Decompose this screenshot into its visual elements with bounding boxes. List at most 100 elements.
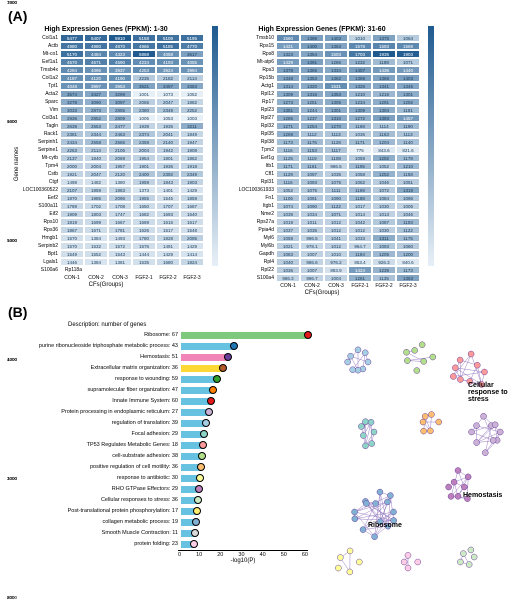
bar-row: Hemostasis: 51 (8, 352, 308, 362)
network-node (492, 422, 498, 428)
heatmap-1: High Expression Genes (FPKM): 1-30 Gene … (8, 26, 204, 296)
heatmap-1-xaxis: CFs(Groups) (8, 282, 204, 288)
bar (181, 453, 202, 460)
heatmap-cell: 1531 (324, 82, 348, 90)
network-node (362, 419, 368, 425)
gene-label: Rpl4 (224, 258, 276, 266)
heatmap-cell: 1650 (132, 202, 156, 210)
bar-row: supramolecular fiber organization: 47 (8, 385, 308, 395)
gene-label: Rps27a (224, 218, 276, 226)
gene-label: Rps15 (224, 42, 276, 50)
gene-label: Nme2 (224, 210, 276, 218)
heatmap-cell: 4234 (132, 58, 156, 66)
heatmap-cell: 1013 (372, 210, 396, 218)
network-node (405, 565, 411, 571)
network-node (350, 367, 356, 373)
heatmap-cell: 2359 (132, 138, 156, 146)
heatmap-cell: 1781 (108, 226, 132, 234)
heatmap-cell: 1125 (276, 154, 300, 162)
heatmap-cell: 1429 (180, 242, 204, 250)
heatmap-cell: 1122 (324, 202, 348, 210)
heatmap-cell: 1266 (324, 58, 348, 66)
heatmap-cell: 1935 (372, 50, 396, 58)
bar-dot (202, 419, 210, 427)
heatmap-cell: 1325 (348, 82, 372, 90)
heatmap-1-columns: CON-1CON-2CON-3FGF2-1FGF2-2FGF2-3 (8, 275, 204, 281)
heatmap-cell: 1074 (276, 202, 300, 210)
bar-dot (190, 540, 198, 548)
bar-row: Ribosome: 67 (8, 330, 308, 340)
heatmap-cell: 1169 (348, 186, 372, 194)
bar-row: protein folding: 23 (8, 539, 308, 549)
heatmap-cell: 2047 (156, 98, 180, 106)
heatmap-cell: 1135 (372, 274, 396, 282)
heatmap-cell: 2004 (132, 146, 156, 154)
network-node (473, 423, 479, 429)
heatmap-cell: 1106 (276, 194, 300, 202)
bar-label: Cellular responses to stress: 36 (8, 497, 181, 503)
gene-label: Gapdh (224, 250, 276, 258)
bar-label: positive regulation of cell motility: 36 (8, 464, 181, 470)
heatmap-cell: 1007 (300, 250, 324, 258)
x-tick: 0 (178, 552, 181, 558)
network-node (368, 419, 374, 425)
heatmap-cell: 1041 (324, 234, 348, 242)
heatmap-cell: 1955 (132, 194, 156, 202)
heatmap-cell: 2095 (180, 234, 204, 242)
heatmap-cell: 1161 (300, 162, 324, 170)
heatmap-cell: 1903 (396, 50, 420, 58)
heatmap-cell: 1036 (348, 130, 372, 138)
heatmap-cell: 1035 (300, 226, 324, 234)
network-node (401, 559, 407, 565)
heatmap-cell: 1112 (300, 130, 324, 138)
gene-label: Rpl22 (224, 266, 276, 274)
heatmap-cell: 2137 (60, 154, 84, 162)
heatmap-cell: 2120 (108, 170, 132, 178)
network-node (371, 429, 377, 435)
heatmap-cell: 1188 (372, 58, 396, 66)
heatmap-cell: 1859 (84, 186, 108, 194)
network-node (460, 551, 466, 557)
heatmap-cell: 1883 (108, 186, 132, 194)
heatmap-cell: 1707 (156, 202, 180, 210)
bar-row: regulation of translation: 39 (8, 418, 308, 428)
heatmap-cell: 4870 (108, 42, 132, 50)
heatmap-cell: 1440 (396, 66, 420, 74)
heatmap-cell: 986.5 (324, 162, 348, 170)
heatmap-cell: 1901 (132, 162, 156, 170)
heatmap-cell: 2477 (108, 122, 132, 130)
heatmap-cell: 1042 (348, 218, 372, 226)
heatmap-cell: 1882 (180, 98, 204, 106)
heatmap-cell: 1116 (276, 178, 300, 186)
heatmap-cell: 1210 (396, 162, 420, 170)
heatmap-cell: 5868 (132, 50, 156, 58)
heatmap-cell: 1570 (60, 234, 84, 242)
bar-label: response to wounding: 59 (8, 376, 181, 382)
heatmap-cell: 2434 (60, 138, 84, 146)
bar-label: regulation of translation: 39 (8, 420, 181, 426)
heatmap-cell: 1908 (180, 146, 204, 154)
heatmap-cell: 1093 (300, 178, 324, 186)
heatmap-cell: 1314 (276, 82, 300, 90)
heatmap-cell: 4980 (84, 42, 108, 50)
heatmap-cell: 1819 (60, 218, 84, 226)
heatmap-cell: 2182 (156, 74, 180, 82)
network-node (419, 342, 425, 348)
heatmap-cell: 4190 (108, 74, 132, 82)
heatmap-cell: 1667 (108, 218, 132, 226)
heatmap-cell: 3097 (108, 98, 132, 106)
heatmap-cell: 1334 (324, 66, 348, 74)
heatmap-cell: 1111 (324, 186, 348, 194)
heatmap-cell: 1114 (372, 122, 396, 130)
network-node (452, 365, 458, 371)
heatmap-cell: 2349 (180, 170, 204, 178)
network-node (421, 358, 427, 364)
heatmap-cell: 1780 (132, 234, 156, 242)
heatmap-cell: 1320 (300, 82, 324, 90)
heatmap-cell: 1560 (276, 34, 300, 42)
heatmap-cell: 1040 (276, 258, 300, 266)
heatmap-cell: 1708 (108, 202, 132, 210)
network-label: Hemostasis (463, 492, 502, 499)
heatmap-cell: 2374 (132, 130, 156, 138)
network-edge (390, 496, 393, 521)
